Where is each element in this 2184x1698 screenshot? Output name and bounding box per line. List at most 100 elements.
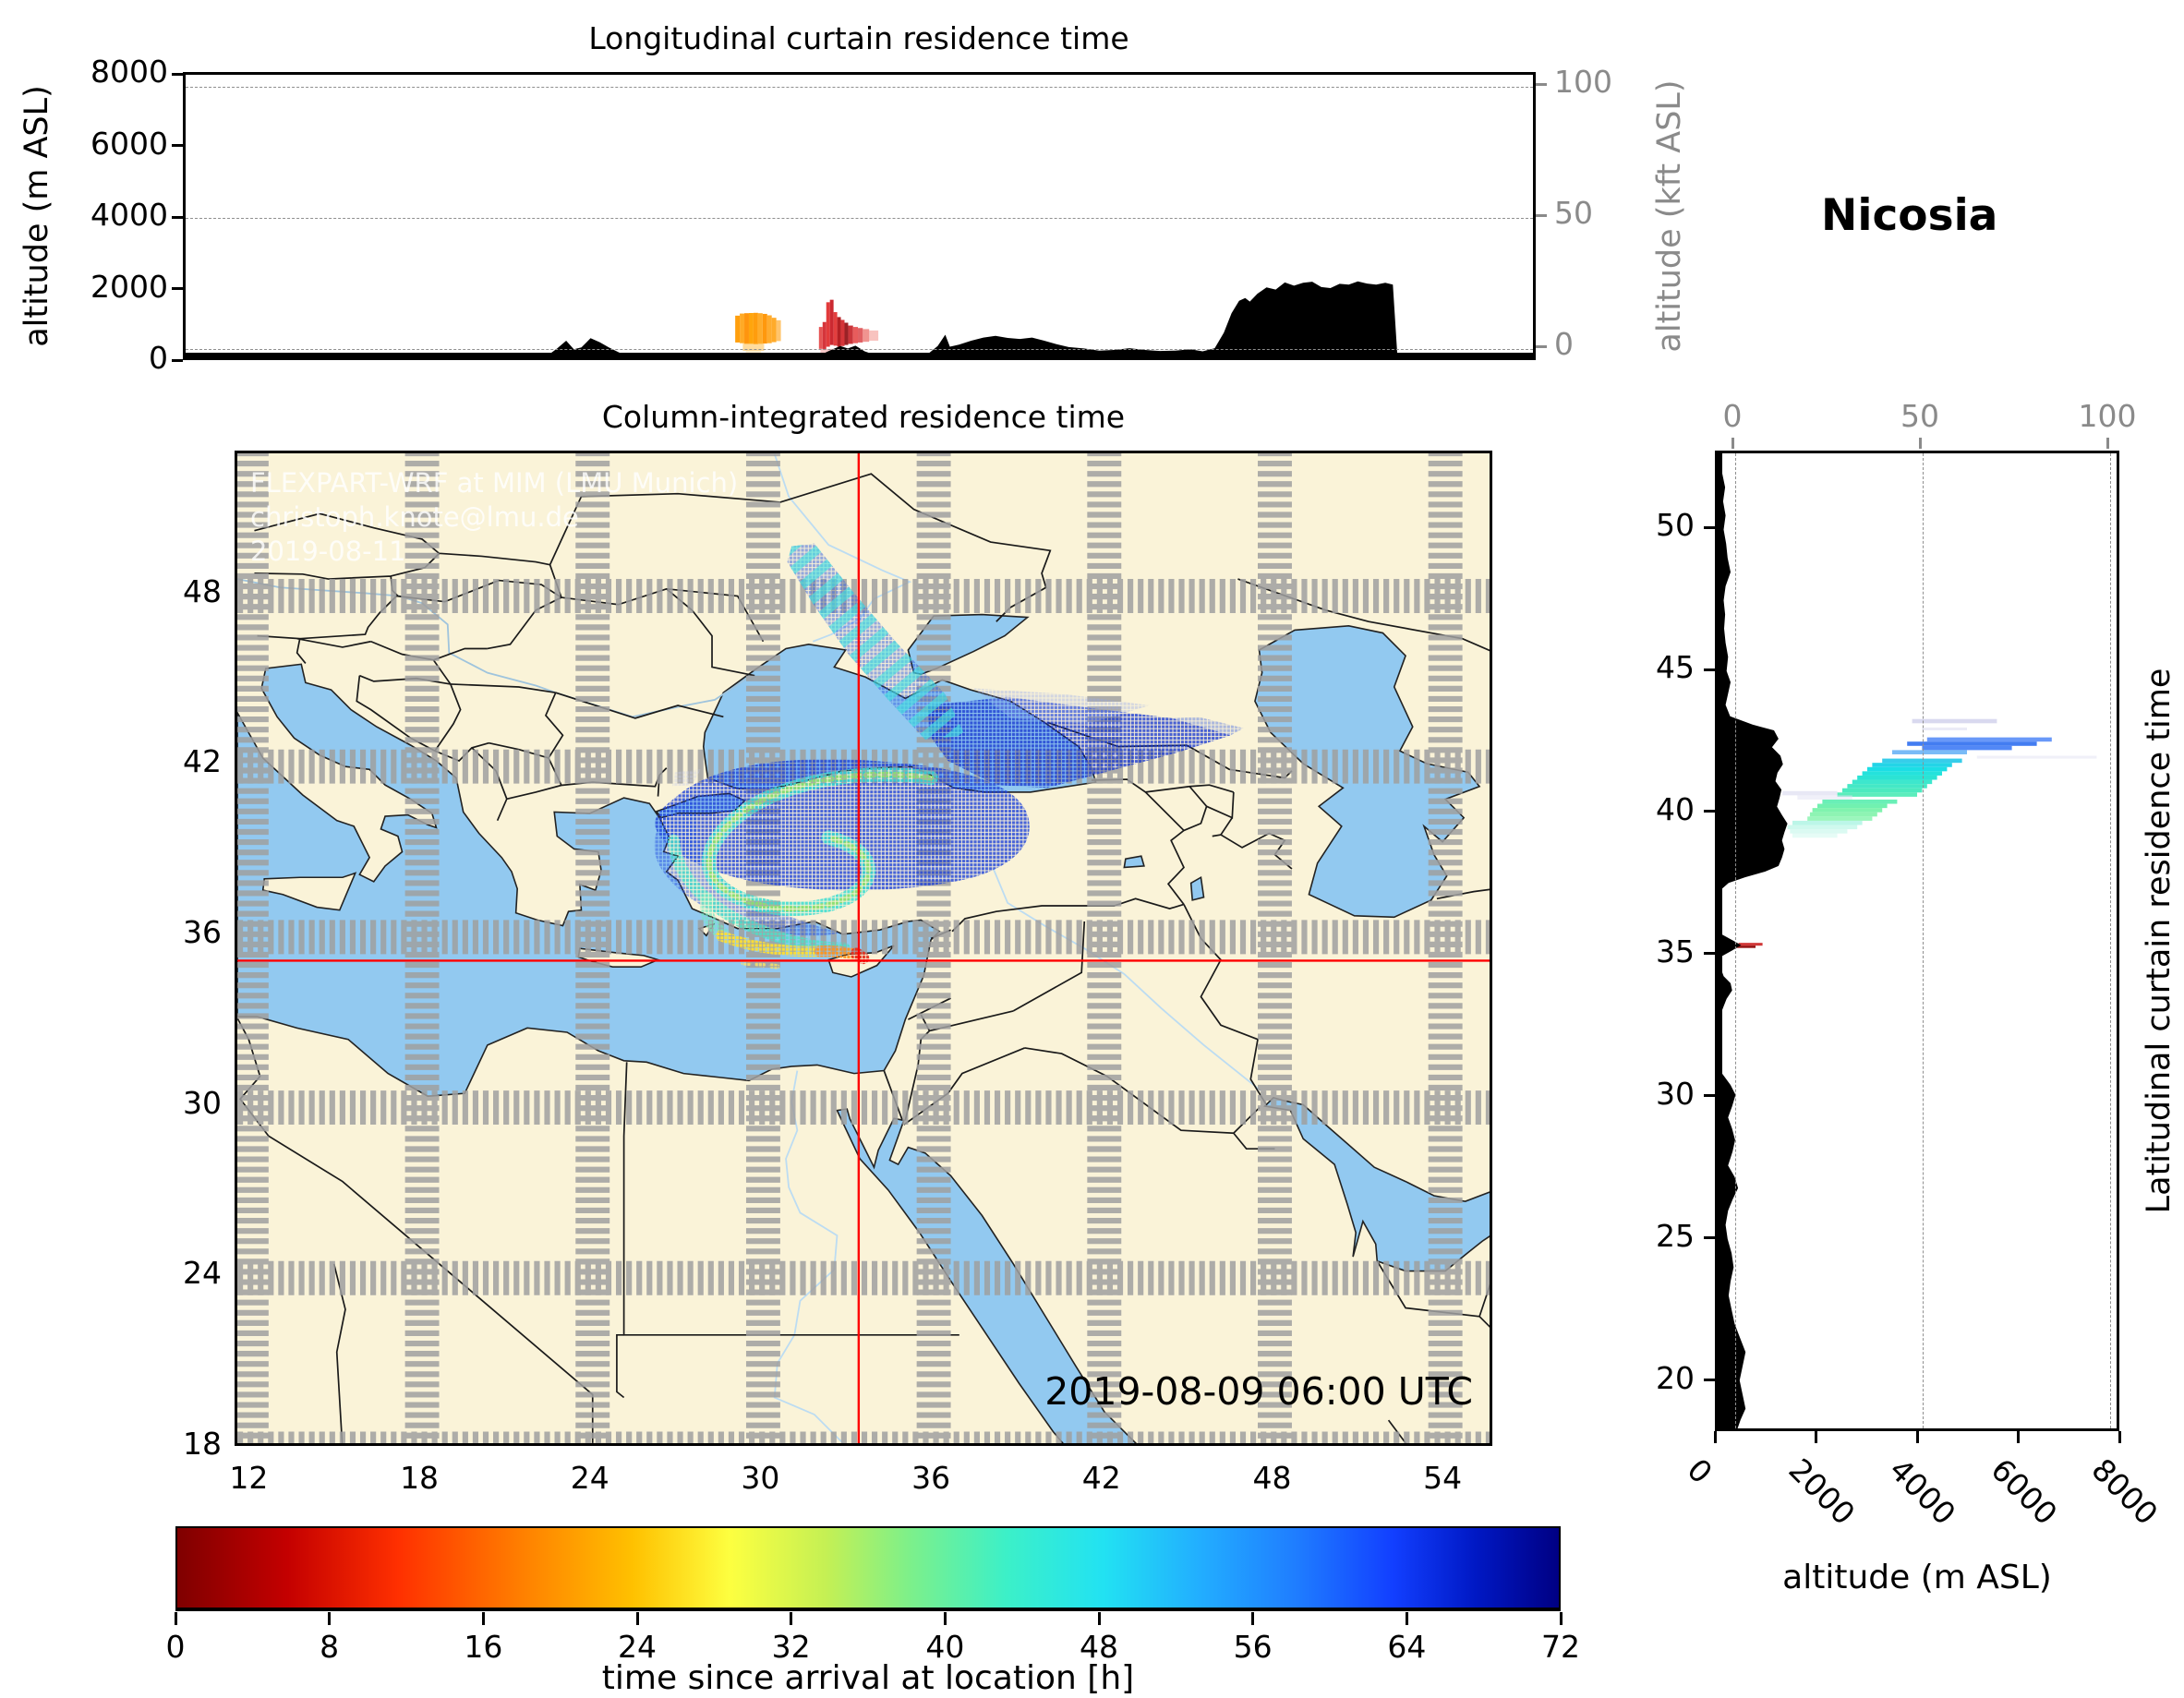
colorbar-tickmark xyxy=(1559,1612,1563,1625)
lat-curtain-streak xyxy=(1867,766,1948,772)
lon-curtain-patch xyxy=(744,313,749,344)
lat-alt-ticklabel: 4000 xyxy=(1882,1451,1963,1532)
lat-curtain-baseline xyxy=(1718,453,1722,1428)
watermark-line1: FLEXPART-WRF at MIM (LMU Munich) xyxy=(250,467,739,499)
plume-blob xyxy=(927,696,1231,789)
lon-curtain-patch xyxy=(740,313,745,343)
lon-curtain-patch xyxy=(848,325,853,344)
map-x-ticklabel: 54 xyxy=(1423,1460,1463,1496)
lat-alt-ticklabel: 6000 xyxy=(1983,1451,2064,1532)
lon-curtain-patch xyxy=(852,327,859,343)
lat-alt-ticklabel: 8000 xyxy=(2084,1451,2166,1532)
lat-alt-ticklabel: 2000 xyxy=(1780,1451,1862,1532)
map-y-ticklabel: 24 xyxy=(183,1255,222,1292)
map-x-ticklabel: 12 xyxy=(229,1460,269,1496)
lat-curtain-streak xyxy=(1809,812,1877,817)
lon-curtain-patch xyxy=(771,318,777,343)
top-panel-ylabel-left: altitude (m ASL) xyxy=(18,85,55,347)
lat-lat-tickmark xyxy=(1704,952,1715,956)
lat-curtain-chart xyxy=(1718,453,2097,1428)
lat-top-tickmark xyxy=(2106,438,2109,449)
lat-curtain-streak xyxy=(1787,825,1858,830)
lat-curtain-streak xyxy=(1782,790,1838,796)
lat-curtain-streak xyxy=(1976,755,2097,759)
lat-lat-tickmark xyxy=(1704,525,1715,529)
top-panel xyxy=(183,72,1536,360)
lat-alt-tickmark xyxy=(2017,1431,2020,1443)
lat-curtain-streak xyxy=(1792,833,1838,838)
lon-left-tickmark xyxy=(172,215,183,219)
lon-curtain-patch xyxy=(833,312,838,346)
colorbar-ticklabel: 72 xyxy=(1541,1629,1580,1665)
plume-ribbon xyxy=(741,959,783,969)
lat-curtain-streak xyxy=(1837,792,1917,797)
lat-curtain-streak xyxy=(1790,829,1848,834)
lat-curtain-streak xyxy=(1862,771,1942,776)
map-datetime: 2019-08-09 06:00 UTC xyxy=(1044,1369,1473,1414)
lat-curtain-streak xyxy=(1852,779,1933,785)
lon-right-ticklabel: 50 xyxy=(1554,195,1593,231)
colorbar-ticklabel: 0 xyxy=(165,1629,186,1665)
colorbar-tickmark xyxy=(635,1612,639,1625)
residence-time-plume-striped xyxy=(787,543,965,740)
lat-curtain-streak xyxy=(1842,788,1923,793)
lat-alt-tickmark xyxy=(1815,1431,1817,1443)
lat-curtain-streak xyxy=(1922,745,2012,751)
lat-curtain-streak xyxy=(1926,737,2052,742)
lon-curtain-patch xyxy=(858,328,863,343)
lat-curtain-streak xyxy=(1792,820,1863,825)
watermark-line2: christoph.knote@lmu.de xyxy=(250,501,579,533)
plume-blob xyxy=(787,543,965,740)
lon-curtain-patch xyxy=(753,312,758,344)
map-x-ticklabel: 42 xyxy=(1081,1460,1121,1496)
lat-top-tickmark xyxy=(1918,438,1922,449)
lon-curtain-patch xyxy=(757,313,763,344)
plume-ribbon xyxy=(715,930,827,957)
lon-curtain-patch xyxy=(766,315,772,343)
top-panel-title: Longitudinal curtain residence time xyxy=(588,20,1129,56)
lat-curtain-streak xyxy=(1922,727,1967,730)
colorbar-label: time since arrival at location [h] xyxy=(601,1659,1135,1697)
lat-curtain-streak xyxy=(1812,808,1883,813)
plume-blob xyxy=(655,759,1030,891)
lat-top-ticklabel: 50 xyxy=(1900,398,1939,434)
colorbar-ticklabel: 40 xyxy=(925,1629,965,1665)
lon-right-ticklabel: 100 xyxy=(1554,64,1612,100)
lat-alt-tickmark xyxy=(2118,1431,2121,1443)
colorbar-ticklabel: 32 xyxy=(771,1629,811,1665)
plume-blob xyxy=(671,769,701,787)
lon-curtain-patch xyxy=(840,319,845,346)
lat-curtain-streak xyxy=(1807,816,1873,821)
lat-alt-tickmark xyxy=(1713,1431,1717,1443)
colorbar-tickmark xyxy=(174,1612,177,1625)
lat-lat-tickmark xyxy=(1704,1236,1715,1240)
lat-lat-ticklabel: 25 xyxy=(1656,1217,1695,1254)
map-chart xyxy=(237,453,1490,1443)
lat-lat-tickmark xyxy=(1704,810,1715,813)
lat-curtain-streak xyxy=(1912,718,1997,724)
map-watermark: FLEXPART-WRF at MIM (LMU Munich) christo… xyxy=(250,466,738,569)
lat-curtain-streak xyxy=(1738,943,1763,946)
lat-curtain-streak xyxy=(1882,758,1962,764)
colorbar-tickmark xyxy=(943,1612,947,1625)
lat-panel-xlabel: altitude (m ASL) xyxy=(1782,1559,2052,1596)
colorbar-ticklabel: 56 xyxy=(1233,1629,1273,1665)
lat-panel-gridline xyxy=(1923,453,1924,1428)
colorbar-ticklabel: 16 xyxy=(464,1629,503,1665)
receptor-crosshair xyxy=(237,453,1490,1443)
watermark-line3: 2019-08-11 xyxy=(250,536,406,567)
station-title: Nicosia xyxy=(1821,190,1998,241)
lat-lat-tickmark xyxy=(1704,1094,1715,1098)
top-panel-gridline xyxy=(186,218,1533,219)
map-y-ticklabel: 36 xyxy=(183,913,222,950)
colorbar-tickmark xyxy=(790,1612,793,1625)
top-panel-ylabel-right: altitude (kft ASL) xyxy=(1651,79,1688,353)
top-panel-gridline xyxy=(186,87,1533,88)
lon-curtain-patch xyxy=(837,317,841,347)
colorbar-ticklabel: 24 xyxy=(618,1629,657,1665)
lon-curtain-patch xyxy=(818,327,823,349)
plume-blob xyxy=(1172,717,1244,736)
map-y-ticklabel: 18 xyxy=(183,1425,222,1462)
map-y-ticklabel: 30 xyxy=(183,1084,222,1121)
